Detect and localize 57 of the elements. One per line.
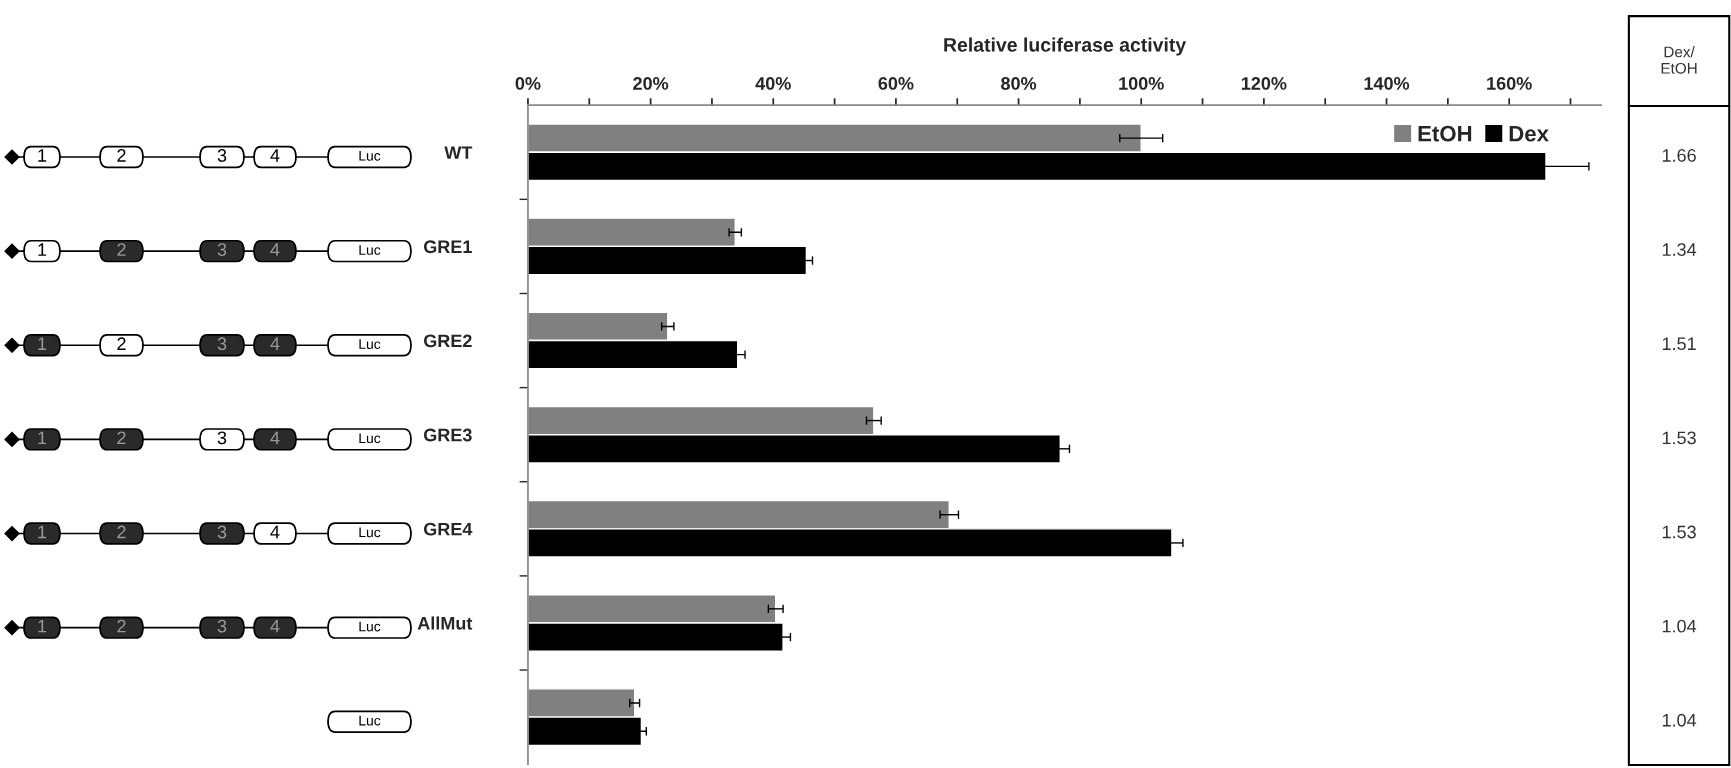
- text: Luc: [359, 151, 381, 161]
- text: 1.04: [1662, 619, 1697, 633]
- text: 3: [217, 243, 227, 256]
- legend-label: EtOH: [1418, 125, 1472, 142]
- text: 1.53: [1662, 431, 1696, 445]
- y-tick-label: GRE2: [423, 334, 472, 348]
- text: Dex/ EtOH: [1661, 46, 1697, 74]
- x-tick-label: 140%: [1364, 77, 1410, 90]
- text: 2: [117, 431, 126, 445]
- text: 1: [38, 525, 47, 539]
- x-tick-label: 20%: [633, 77, 669, 90]
- text: Luc: [359, 339, 381, 349]
- text: 2: [117, 243, 126, 256]
- x-tick-label: 60%: [878, 77, 914, 90]
- text: 1.66: [1662, 149, 1696, 162]
- text: 1: [38, 619, 47, 633]
- text: 2: [117, 337, 126, 350]
- text: 2: [117, 525, 126, 539]
- text: 1.53: [1662, 525, 1696, 539]
- text: Luc: [359, 621, 381, 632]
- text: 1.51: [1662, 337, 1696, 351]
- text: 3: [217, 525, 227, 539]
- text: 4: [270, 619, 280, 633]
- x-tick-label: 40%: [755, 77, 791, 90]
- y-tick-label: GRE1: [423, 240, 472, 254]
- text: 3: [217, 337, 227, 351]
- x-tick-label: 160%: [1487, 77, 1532, 90]
- text: 4: [270, 149, 280, 162]
- text: 1: [38, 337, 47, 350]
- text: 4: [270, 337, 280, 350]
- text: 1: [38, 149, 47, 162]
- x-tick-label: 0%: [515, 77, 541, 90]
- y-tick-label: GRE3: [423, 428, 472, 442]
- text: 2: [117, 619, 126, 633]
- text: 3: [217, 431, 227, 445]
- text: Luc: [359, 527, 381, 538]
- x-tick-label: 120%: [1241, 77, 1287, 90]
- text: 1.04: [1662, 713, 1697, 727]
- text: 2: [117, 149, 126, 162]
- text: Luc: [359, 433, 381, 444]
- x-tick-label: 80%: [1001, 77, 1037, 90]
- text: 4: [270, 525, 280, 539]
- text: 3: [217, 149, 227, 162]
- text: Luc: [359, 245, 381, 255]
- x-axis-title: Relative luciferase activity: [944, 37, 1187, 56]
- text: 4: [270, 431, 280, 445]
- text: Luc: [359, 715, 381, 726]
- y-tick-label: WT: [444, 146, 473, 159]
- text: 4: [270, 243, 280, 256]
- x-tick-label: 100%: [1119, 77, 1164, 90]
- text: 3: [217, 619, 227, 633]
- y-tick-label: GRE4: [423, 522, 473, 536]
- text: 1.34: [1662, 243, 1697, 256]
- y-tick-label: AllMut: [417, 616, 473, 630]
- legend-label: Dex: [1509, 126, 1549, 142]
- text: 1: [38, 243, 47, 256]
- text: 1: [38, 431, 47, 445]
